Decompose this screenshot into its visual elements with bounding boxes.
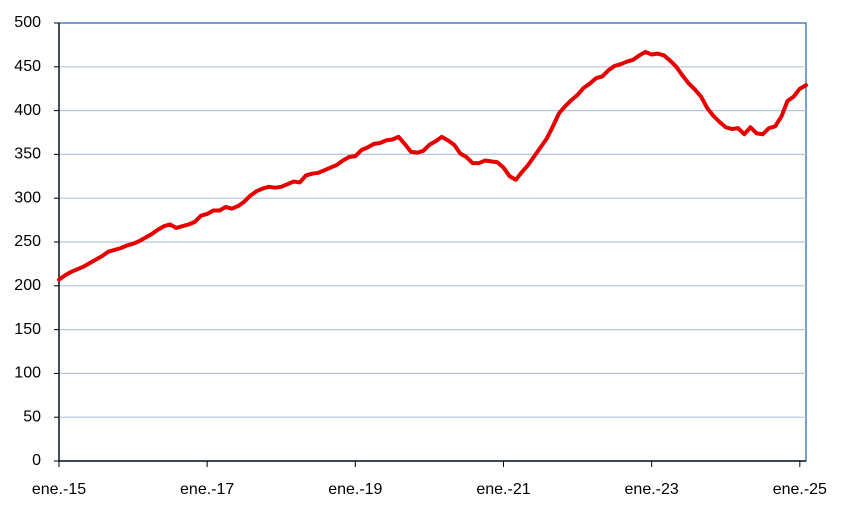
x-tick-label: ene.-17 bbox=[180, 481, 234, 498]
x-tick-label: ene.-19 bbox=[328, 481, 382, 498]
data-line bbox=[57, 49, 808, 282]
y-tick-label: 200 bbox=[14, 277, 41, 294]
y-tick-label: 100 bbox=[14, 365, 41, 382]
y-tick-label: 350 bbox=[14, 146, 41, 163]
y-tick-label: 500 bbox=[14, 14, 41, 31]
x-tick-label: ene.-21 bbox=[476, 481, 530, 498]
y-tick-label: 400 bbox=[14, 102, 41, 119]
x-tick-label: ene.-15 bbox=[32, 481, 86, 498]
x-tick-label: ene.-23 bbox=[625, 481, 679, 498]
y-tick-label: 0 bbox=[32, 452, 41, 469]
y-tick-label: 450 bbox=[14, 58, 41, 75]
x-tick-label: ene.-25 bbox=[773, 481, 827, 498]
y-tick-label: 300 bbox=[14, 189, 41, 206]
y-tick-label: 50 bbox=[23, 408, 41, 425]
y-tick-label: 250 bbox=[14, 233, 41, 250]
y-tick-label: 150 bbox=[14, 321, 41, 338]
